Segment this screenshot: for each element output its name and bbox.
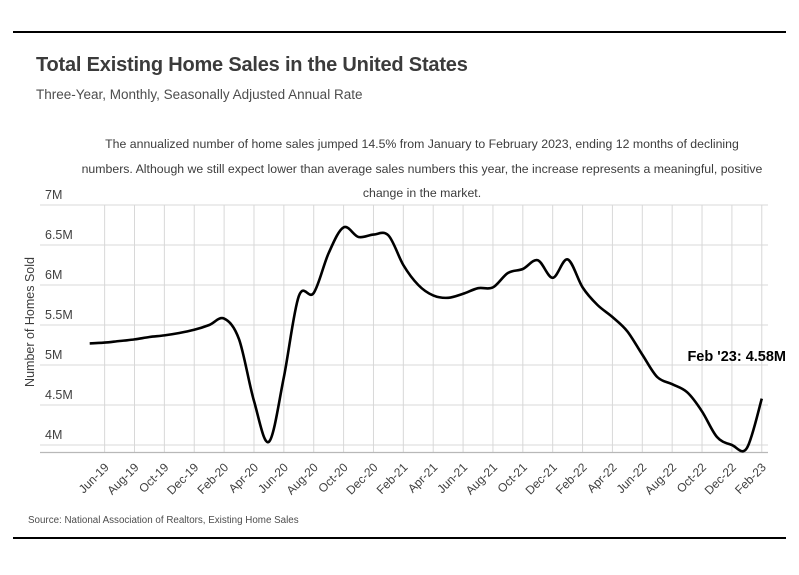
x-tick-label: Aug-21 — [463, 460, 500, 497]
y-tick-label: 7M — [45, 188, 62, 202]
x-tick-label: Feb-20 — [194, 460, 231, 497]
x-tick-label: Aug-20 — [284, 460, 321, 497]
latest-value-label: Feb '23: 4.58M — [687, 349, 786, 365]
y-tick-label: 5M — [45, 348, 62, 362]
y-tick-label: 4M — [45, 428, 62, 442]
y-axis-title: Number of Homes Sold — [23, 257, 37, 387]
x-tick-label: Apr-22 — [584, 460, 620, 496]
x-tick-label: Aug-22 — [642, 460, 679, 497]
x-tick-label: Dec-21 — [523, 460, 560, 497]
x-tick-label: Feb-21 — [374, 460, 411, 497]
sales-line-series — [89, 225, 764, 453]
chart-subtitle: Three-Year, Monthly, Seasonally Adjusted… — [36, 87, 363, 102]
axis-label-layer: 7M6.5M6M5.5M5M4.5M4MJun-19Aug-19Oct-19De… — [45, 188, 769, 497]
source-note: Source: National Association of Realtors… — [28, 515, 299, 526]
x-tick-label: Dec-19 — [164, 460, 201, 497]
x-tick-label: Apr-20 — [226, 460, 262, 496]
y-tick-label: 6M — [45, 268, 62, 282]
bottom-rule — [13, 537, 786, 539]
x-tick-label: Feb-23 — [732, 460, 769, 497]
x-tick-label: Dec-22 — [702, 460, 739, 497]
x-tick-label: Apr-21 — [405, 460, 441, 496]
x-tick-label: Feb-22 — [553, 460, 590, 497]
annotation-text: The annualized number of home sales jump… — [81, 137, 763, 200]
y-tick-label: 5.5M — [45, 308, 73, 322]
chart-title: Total Existing Home Sales in the United … — [36, 54, 468, 76]
grid-layer — [40, 204, 768, 454]
top-rule — [13, 31, 786, 33]
x-tick-label: Dec-20 — [343, 460, 380, 497]
x-tick-label: Aug-19 — [104, 460, 141, 497]
y-tick-label: 6.5M — [45, 228, 73, 242]
y-tick-label: 4.5M — [45, 388, 73, 402]
